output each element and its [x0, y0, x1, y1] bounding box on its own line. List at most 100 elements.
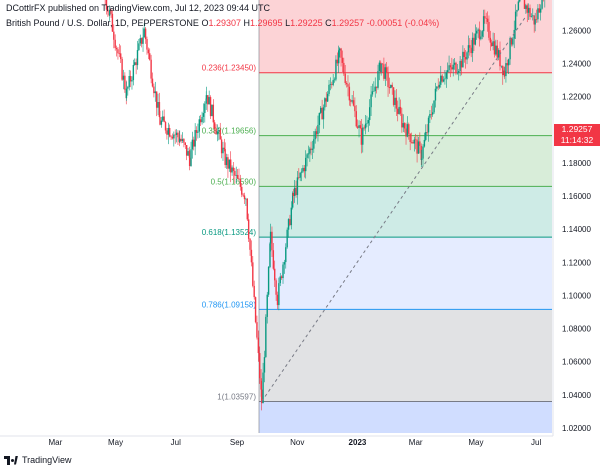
- candle[interactable]: [336, 52, 339, 67]
- candle[interactable]: [283, 259, 286, 274]
- candle[interactable]: [146, 36, 148, 55]
- candle[interactable]: [171, 133, 174, 140]
- candle[interactable]: [246, 198, 248, 222]
- candle[interactable]: [495, 39, 497, 56]
- candle[interactable]: [464, 49, 467, 69]
- candle[interactable]: [290, 201, 293, 230]
- candle[interactable]: [405, 122, 407, 145]
- candle[interactable]: [115, 45, 118, 57]
- candle[interactable]: [135, 58, 137, 75]
- candle[interactable]: [328, 79, 330, 97]
- candle[interactable]: [257, 330, 260, 362]
- candle[interactable]: [113, 24, 115, 49]
- candle[interactable]: [420, 143, 422, 166]
- candle[interactable]: [394, 90, 396, 112]
- candle[interactable]: [410, 132, 413, 144]
- candle[interactable]: [279, 272, 281, 287]
- candle[interactable]: [212, 99, 215, 129]
- candle[interactable]: [397, 100, 399, 122]
- candle[interactable]: [185, 145, 188, 161]
- candle[interactable]: [132, 59, 135, 86]
- candle[interactable]: [125, 81, 128, 101]
- candle[interactable]: [289, 214, 291, 227]
- candle[interactable]: [138, 38, 140, 51]
- candle[interactable]: [223, 138, 226, 152]
- candle[interactable]: [383, 57, 385, 81]
- candle[interactable]: [449, 63, 452, 78]
- candle[interactable]: [324, 97, 326, 111]
- candle[interactable]: [499, 41, 501, 71]
- candle[interactable]: [381, 63, 384, 74]
- candle[interactable]: [131, 76, 133, 90]
- candle[interactable]: [254, 296, 257, 324]
- candle[interactable]: [425, 124, 427, 142]
- candle[interactable]: [150, 54, 152, 84]
- candle[interactable]: [489, 30, 492, 51]
- candle[interactable]: [263, 350, 266, 383]
- candle[interactable]: [385, 61, 388, 81]
- candle[interactable]: [155, 91, 158, 117]
- candle[interactable]: [216, 124, 219, 142]
- candle[interactable]: [173, 131, 175, 147]
- candle[interactable]: [355, 105, 357, 128]
- candle[interactable]: [502, 65, 504, 85]
- candle[interactable]: [544, 0, 546, 8]
- candle[interactable]: [534, 12, 536, 32]
- candle[interactable]: [350, 98, 352, 107]
- candle[interactable]: [276, 291, 279, 310]
- candle[interactable]: [474, 24, 477, 46]
- candle[interactable]: [409, 133, 411, 151]
- candle[interactable]: [188, 149, 191, 171]
- candle[interactable]: [354, 97, 356, 118]
- candle[interactable]: [239, 174, 242, 191]
- candle[interactable]: [455, 61, 457, 76]
- candle[interactable]: [451, 57, 453, 73]
- candle[interactable]: [134, 58, 136, 66]
- candle[interactable]: [437, 78, 439, 91]
- candle[interactable]: [306, 152, 308, 167]
- candle[interactable]: [335, 55, 337, 82]
- candle[interactable]: [164, 120, 167, 134]
- candle[interactable]: [525, 3, 527, 14]
- candle[interactable]: [514, 4, 517, 40]
- candle[interactable]: [195, 126, 198, 141]
- candle[interactable]: [167, 122, 169, 145]
- candle[interactable]: [463, 48, 465, 63]
- candle[interactable]: [309, 146, 311, 162]
- candle[interactable]: [272, 242, 275, 271]
- candle[interactable]: [351, 95, 353, 104]
- candle[interactable]: [144, 27, 147, 44]
- candle[interactable]: [117, 46, 119, 60]
- candle[interactable]: [317, 115, 319, 142]
- candle[interactable]: [377, 64, 379, 90]
- candle[interactable]: [286, 227, 288, 249]
- candle[interactable]: [211, 104, 213, 117]
- candle[interactable]: [271, 226, 273, 257]
- candle[interactable]: [427, 115, 430, 142]
- candle[interactable]: [143, 23, 145, 38]
- candle[interactable]: [338, 47, 341, 58]
- candle[interactable]: [416, 134, 418, 163]
- candle[interactable]: [128, 69, 130, 91]
- candle[interactable]: [193, 136, 195, 151]
- candle[interactable]: [249, 237, 251, 256]
- candle[interactable]: [285, 243, 287, 269]
- candle[interactable]: [532, 8, 534, 21]
- candle[interactable]: [110, 8, 112, 18]
- candle[interactable]: [477, 27, 479, 38]
- candle[interactable]: [347, 75, 349, 97]
- candle[interactable]: [227, 154, 229, 178]
- candle[interactable]: [259, 346, 261, 384]
- candle[interactable]: [307, 145, 310, 159]
- candle[interactable]: [470, 40, 472, 58]
- candle[interactable]: [469, 38, 471, 56]
- candle[interactable]: [430, 105, 432, 120]
- candle[interactable]: [509, 36, 511, 65]
- candle[interactable]: [505, 57, 507, 83]
- candle[interactable]: [204, 101, 206, 123]
- candle[interactable]: [220, 136, 223, 159]
- candle[interactable]: [444, 70, 446, 85]
- candle[interactable]: [348, 82, 351, 106]
- candle[interactable]: [202, 103, 205, 124]
- candle[interactable]: [111, 9, 114, 32]
